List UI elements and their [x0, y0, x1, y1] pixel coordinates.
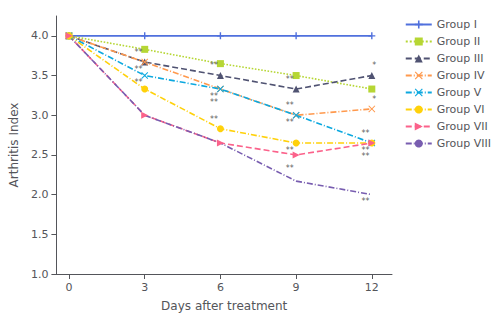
svg-text:Group IV: Group IV: [437, 69, 485, 82]
svg-text:Group V: Group V: [437, 86, 482, 99]
svg-text:**: **: [210, 115, 218, 124]
svg-text:1.0: 1.0: [31, 268, 49, 281]
svg-text:6: 6: [217, 281, 224, 294]
svg-text:3: 3: [141, 281, 148, 294]
svg-text:*: *: [372, 95, 376, 104]
svg-text:9: 9: [293, 281, 300, 294]
svg-text:**: **: [286, 101, 294, 110]
svg-text:4.0: 4.0: [31, 29, 49, 42]
svg-text:0: 0: [66, 281, 73, 294]
svg-text:3.5: 3.5: [31, 69, 49, 82]
svg-text:**: **: [210, 61, 218, 70]
svg-text:**: **: [134, 65, 142, 74]
svg-text:Group VI: Group VI: [437, 103, 485, 116]
svg-text:Group VIII: Group VIII: [437, 137, 491, 150]
svg-text:Group I: Group I: [437, 18, 477, 31]
svg-text:**: **: [134, 78, 142, 87]
svg-text:**: **: [362, 197, 370, 206]
svg-text:**: **: [286, 75, 294, 84]
svg-text:1.5: 1.5: [31, 228, 49, 241]
svg-text:**: **: [362, 129, 370, 138]
svg-text:Days after treatment: Days after treatment: [161, 299, 287, 313]
svg-text:**: **: [210, 98, 218, 107]
svg-text:**: **: [286, 164, 294, 173]
svg-text:**: **: [362, 152, 370, 161]
svg-text:3.0: 3.0: [31, 109, 49, 122]
svg-text:**: **: [286, 146, 294, 155]
svg-text:12: 12: [365, 281, 379, 294]
svg-text:2.5: 2.5: [31, 148, 49, 161]
svg-text:2.0: 2.0: [31, 188, 49, 201]
svg-text:**: **: [286, 118, 294, 127]
svg-text:Arthritis Index: Arthritis Index: [7, 103, 21, 188]
svg-text:Group III: Group III: [437, 52, 484, 65]
svg-text:Group VII: Group VII: [437, 120, 488, 133]
svg-text:*: *: [372, 61, 376, 70]
svg-text:Group II: Group II: [437, 35, 480, 48]
svg-text:**: **: [134, 48, 142, 57]
